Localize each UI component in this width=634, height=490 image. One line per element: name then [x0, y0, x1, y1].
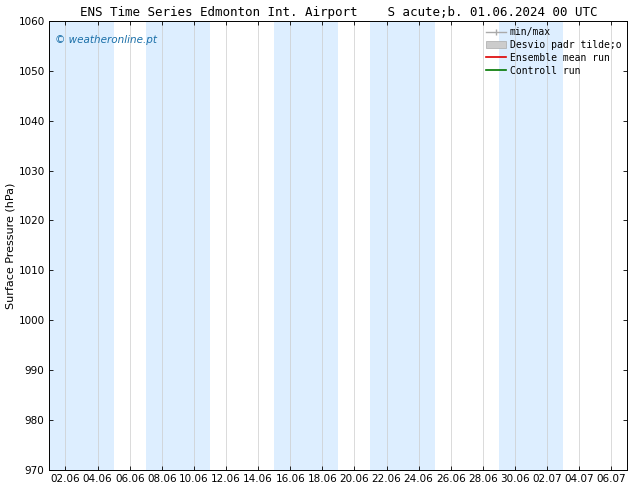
Text: © weatheronline.pt: © weatheronline.pt — [55, 35, 157, 45]
Bar — [49, 21, 113, 469]
Legend: min/max, Desvio padr tilde;o, Ensemble mean run, Controll run: min/max, Desvio padr tilde;o, Ensemble m… — [482, 23, 625, 79]
Title: ENS Time Series Edmonton Int. Airport    S acute;b. 01.06.2024 00 UTC: ENS Time Series Edmonton Int. Airport S … — [80, 5, 597, 19]
Bar — [370, 21, 435, 469]
Bar — [499, 21, 563, 469]
Y-axis label: Surface Pressure (hPa): Surface Pressure (hPa) — [6, 182, 16, 309]
Bar — [146, 21, 210, 469]
Bar — [274, 21, 339, 469]
